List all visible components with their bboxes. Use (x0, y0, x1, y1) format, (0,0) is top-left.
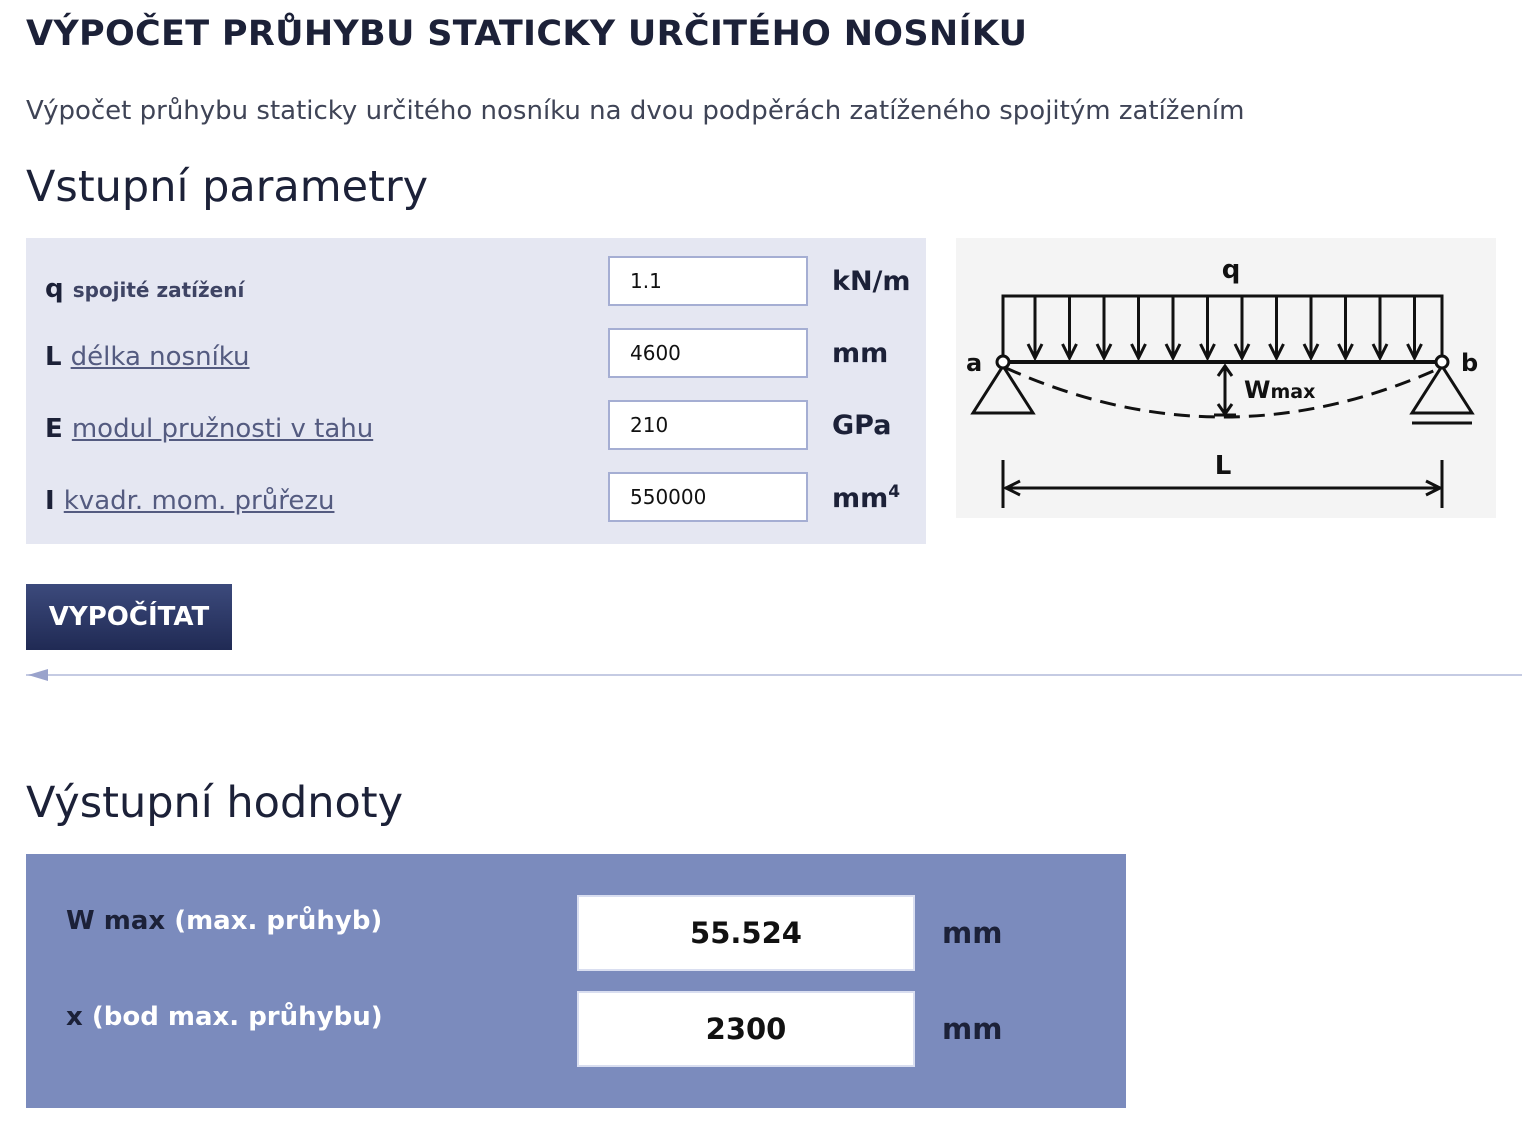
unit-e: GPa (832, 410, 892, 441)
label-text: spojité zatížení (72, 278, 245, 302)
label-x: x (bod max. průhybu) (66, 1002, 383, 1032)
load-arrow-head (1061, 343, 1078, 362)
label-l: L (1215, 451, 1232, 481)
load-arrow-head (1233, 343, 1251, 362)
l-input[interactable]: 4600 (608, 328, 808, 378)
collapse-arrow-icon[interactable] (28, 669, 48, 681)
page-subtitle: Výpočet průhybu staticky určitého nosník… (26, 96, 1245, 126)
symbol: W max (66, 906, 166, 936)
unit-sup: 4 (888, 482, 901, 502)
input-panel: q spojité zatížení L délka nosníku E mod… (26, 238, 926, 544)
label-q: q spojité zatížení (45, 274, 244, 304)
q-input[interactable]: 1.1 (608, 256, 808, 306)
load-arrow-head (1164, 343, 1182, 362)
load-arrows (1026, 296, 1423, 362)
load-arrow-head (1130, 343, 1147, 362)
hinge-a (995, 354, 1011, 370)
input-heading: Vstupní parametry (26, 162, 429, 212)
label-b: b (1461, 349, 1478, 377)
load-arrow-head (1371, 343, 1389, 362)
link-beam-length[interactable]: délka nosníku (70, 342, 250, 372)
hinge-b (1434, 354, 1450, 370)
calculate-button[interactable]: VYPOČÍTAT (26, 584, 232, 650)
unit-q: kN/m (832, 266, 911, 297)
load-arrow-head (1337, 343, 1354, 362)
max: max (1270, 381, 1315, 403)
unit-x: mm (942, 1012, 1003, 1046)
label-text: (max. průhyb) (165, 906, 383, 936)
x-output: 2300 (577, 991, 915, 1067)
load-arrow-head (1406, 343, 1423, 362)
label-wmax: W max (max. průhyb) (66, 906, 382, 936)
label-text: (bod max. průhybu) (82, 1002, 383, 1032)
beam-diagram: q a b Wmax L (956, 238, 1496, 518)
e-input[interactable]: 210 (608, 400, 808, 450)
support-b (1409, 363, 1475, 415)
symbol: q (45, 274, 64, 304)
symbol: E (45, 414, 63, 444)
symbol: I (45, 486, 55, 516)
link-modulus[interactable]: modul pružnosti v tahu (71, 414, 374, 444)
wmax-output: 55.524 (577, 895, 915, 971)
label-l: L délka nosníku (45, 342, 250, 372)
unit-text: mm (832, 483, 889, 514)
output-panel: W max (max. průhyb) x (bod max. průhybu)… (26, 854, 1126, 1108)
load-arrow-head (1268, 343, 1285, 362)
label-a: a (966, 349, 982, 377)
symbol: x (66, 1002, 83, 1032)
unit-i: mm4 (832, 482, 900, 514)
label-e: E modul pružnosti v tahu (45, 414, 373, 444)
page-title: VÝPOČET PRŮHYBU STATICKY URČITÉHO NOSNÍK… (26, 14, 1028, 54)
w: W (1244, 376, 1270, 404)
load-outline (1001, 294, 1444, 362)
load-arrow-head (1026, 343, 1044, 362)
unit-wmax: mm (942, 916, 1003, 950)
load-arrow-head (1095, 343, 1113, 362)
link-moment[interactable]: kvadr. mom. průřezu (63, 486, 335, 516)
deflection-curve (1005, 366, 1441, 419)
unit-l: mm (832, 338, 889, 369)
beam-diagram-svg: q a b Wmax L (966, 255, 1478, 508)
label-q: q (1222, 255, 1241, 285)
label-i: I kvadr. mom. průřezu (45, 486, 334, 516)
symbol: L (45, 342, 62, 372)
load-arrow-head (1199, 343, 1216, 362)
i-input[interactable]: 550000 (608, 472, 808, 522)
label-wmax: Wmax (1244, 376, 1315, 404)
divider (26, 674, 1522, 676)
output-heading: Výstupní hodnoty (26, 778, 404, 828)
support-a (970, 363, 1036, 415)
load-arrow-head (1302, 343, 1320, 362)
